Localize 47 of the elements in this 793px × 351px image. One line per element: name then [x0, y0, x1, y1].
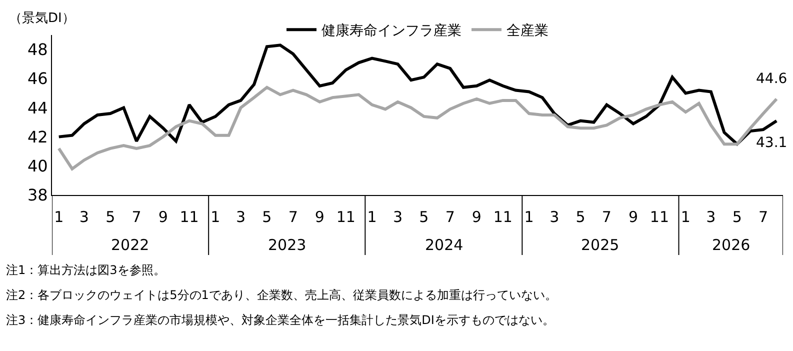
x-tick-label: 3	[392, 208, 403, 226]
x-tick-label: 11	[336, 208, 356, 226]
x-tick-label: 5	[262, 208, 272, 226]
x-tick-label: 11	[180, 208, 199, 226]
x-tick-label: 11	[650, 208, 669, 226]
x-tick-label: 9	[472, 208, 482, 226]
text: 注3：健康寿命インフラ産業の市場規模や、対象企業全体を一括集計した景気DIを示すものではない。	[6, 313, 554, 327]
x-tick-label: 9	[158, 208, 168, 226]
x-tick-label: 3	[706, 208, 716, 226]
x-tick-label: 1	[524, 208, 534, 226]
x-tick-label: 3	[236, 208, 246, 226]
text: 2025	[581, 236, 620, 254]
text: 2026	[712, 236, 750, 254]
x-tick-label: 7	[132, 208, 142, 226]
x-tick-label: 3	[550, 208, 560, 226]
x-tick-label: 1	[367, 208, 377, 226]
x-tick-label: 5	[576, 208, 586, 226]
text: 注2：各ブロックのウェイトは5分の1であり、企業数、売上高、従業員数による加重は行っていない。	[6, 288, 557, 302]
text: 2024	[425, 236, 464, 254]
x-tick-label: 3	[79, 208, 89, 226]
text: 注1：算出方法は図3を参照。	[6, 263, 166, 277]
y-tick-label: 40	[27, 156, 48, 176]
y-tick-label: 38	[27, 186, 48, 205]
text: 2022	[111, 236, 150, 254]
x-tick-label: 1	[680, 208, 690, 226]
x-tick-label: 11	[493, 208, 512, 226]
legend-label: 全産業	[506, 23, 548, 40]
y-axis-title: （景気DI）	[9, 11, 75, 26]
x-tick-label: 7	[288, 208, 298, 226]
x-tick-label: 7	[758, 208, 768, 226]
y-tick-label: 48	[27, 40, 48, 60]
y-tick-label: 46	[27, 69, 48, 88]
x-tick-label: 9	[314, 208, 324, 226]
x-tick-label: 7	[445, 208, 455, 226]
x-tick-label: 9	[628, 208, 638, 226]
y-tick-label: 44	[27, 98, 48, 118]
y-tick-label: 42	[27, 127, 48, 146]
legend-label: 健康寿命インフラ産業	[322, 23, 462, 40]
x-tick-label: 5	[419, 208, 429, 226]
data-label: 44.6	[756, 71, 788, 87]
x-tick-label: 7	[602, 208, 612, 226]
x-tick-label: 5	[732, 208, 742, 226]
text: 2023	[268, 236, 306, 254]
x-tick-label: 1	[210, 208, 220, 226]
x-tick-label: 1	[54, 208, 64, 226]
data-label: 43.1	[756, 135, 788, 151]
x-tick-label: 5	[106, 208, 116, 226]
